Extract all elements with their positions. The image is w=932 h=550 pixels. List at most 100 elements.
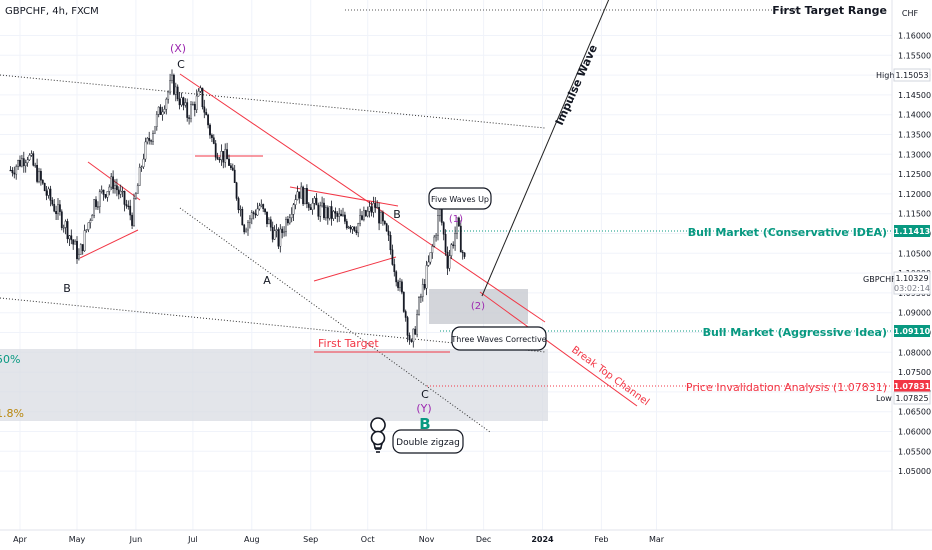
candle-body	[454, 233, 456, 246]
price-tick: 1.06000	[898, 428, 931, 437]
candle-body	[376, 207, 379, 209]
candle-body	[180, 97, 183, 106]
candle-body	[397, 281, 399, 288]
candle-body	[30, 153, 33, 156]
candle-body	[91, 215, 94, 221]
candle-body	[399, 281, 401, 288]
candle-body	[229, 165, 232, 169]
candle-body	[452, 244, 455, 246]
price-axis[interactable]: 1.160001.155001.150001.145001.140001.135…	[898, 32, 931, 477]
candle-body	[83, 230, 86, 252]
candle-body	[420, 296, 422, 298]
candle-body	[197, 91, 200, 97]
svg-text:Double zigzag: Double zigzag	[396, 438, 460, 448]
candle-body	[262, 204, 265, 210]
candle-body	[281, 228, 284, 233]
candle-body	[359, 215, 361, 224]
candle-body	[269, 219, 272, 228]
candle-body	[228, 158, 230, 166]
candle-body	[325, 207, 327, 219]
symbol-title: GBPCHF, 4h, FXCM	[5, 6, 99, 17]
candle-body	[444, 234, 447, 253]
candle-body	[361, 215, 363, 220]
candle-body	[349, 226, 352, 230]
time-tick: Aug	[244, 535, 260, 544]
candle-body	[406, 317, 409, 336]
candle-body	[370, 206, 373, 213]
price-tick: 1.05000	[898, 467, 931, 476]
candle-body	[254, 213, 257, 216]
candle-body	[199, 87, 202, 92]
price-tick: 1.12500	[898, 170, 931, 179]
wave-label-x: (X)	[170, 42, 186, 55]
candle-body	[410, 339, 413, 342]
svg-text:1.10329: 1.10329	[895, 274, 928, 283]
price-axis-panel	[892, 0, 932, 530]
candle-body	[136, 185, 139, 194]
candle-body	[226, 149, 228, 160]
candle-body	[98, 191, 101, 207]
candle-body	[32, 153, 35, 166]
time-tick: Sep	[303, 535, 318, 544]
triangle-line-2	[79, 229, 139, 259]
candle-body	[138, 167, 141, 186]
wave-label-y: (Y)	[416, 402, 431, 415]
candle-body	[203, 106, 206, 113]
price-tick: 1.06500	[898, 408, 931, 417]
candle-body	[423, 284, 426, 289]
candle-body	[431, 246, 434, 253]
time-axis[interactable]: Apr May Jun Jul Aug Sep Oct Nov Dec 2024 Feb Mar	[13, 535, 665, 544]
time-tick: Apr	[13, 535, 28, 544]
candle-body	[366, 211, 369, 217]
candle-body	[304, 188, 306, 205]
triangle-line-4	[313, 256, 397, 282]
candle-body	[256, 208, 259, 216]
candle-body	[125, 204, 128, 207]
price-tick: 1.07500	[898, 368, 931, 377]
candle-body	[385, 223, 388, 232]
candle-body	[193, 104, 196, 110]
wave-label-b-left: B	[63, 282, 71, 295]
candle-body	[15, 166, 18, 175]
candle-body	[152, 133, 154, 142]
candle-body	[260, 204, 263, 207]
candle-body	[421, 284, 424, 297]
candle-body	[258, 205, 261, 210]
candle-body	[296, 191, 299, 200]
candle-body	[241, 208, 244, 226]
candle-body	[110, 176, 113, 188]
high-label: High	[876, 71, 894, 80]
candle-body	[59, 204, 61, 212]
candle-body	[190, 104, 192, 119]
svg-text:Three Waves Corrective: Three Waves Corrective	[450, 335, 546, 344]
candle-body	[433, 236, 436, 247]
break-top-channel-label: Break Top Channel	[569, 345, 651, 409]
candle-body	[74, 240, 77, 245]
three-waves-callout	[451, 326, 547, 351]
invalidation-label: Price Invalidation Analysis (1.07831)	[686, 381, 887, 394]
candle-body	[231, 167, 234, 171]
price-tick: 1.11500	[898, 210, 931, 219]
candle-body	[353, 226, 356, 231]
candle-body	[178, 98, 181, 106]
candle-body	[220, 151, 223, 160]
candle-body	[382, 212, 384, 222]
invalidation-badge	[894, 380, 930, 392]
candle-body	[68, 235, 71, 240]
candle-body	[283, 231, 285, 233]
symbol-badge-label: GBPCHF	[863, 275, 896, 284]
bull-aggressive-label: Bull Market (Aggressive Idea)	[703, 326, 887, 339]
candle-body	[19, 160, 21, 167]
price-tick: 1.08000	[898, 348, 931, 357]
time-tick: Oct	[361, 535, 375, 544]
currency-label[interactable]: CHF	[902, 9, 919, 18]
candle-body	[150, 140, 152, 142]
candle-body	[157, 106, 160, 115]
svg-text:1.07831: 1.07831	[894, 382, 931, 391]
candle-body	[450, 244, 453, 257]
candle-body	[117, 189, 120, 195]
candle-body	[437, 215, 439, 236]
time-tick: Jun	[129, 535, 143, 544]
candle-body	[338, 213, 341, 217]
